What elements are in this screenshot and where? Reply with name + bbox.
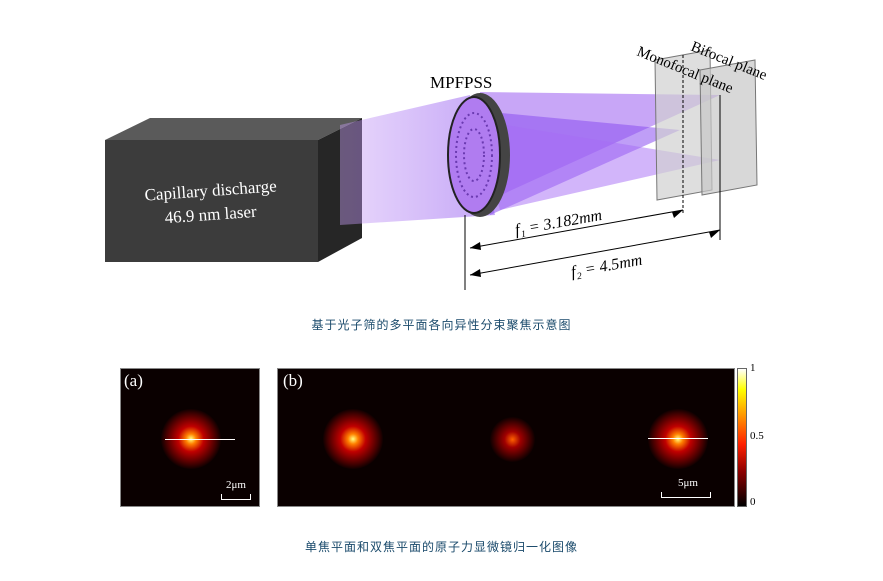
- f2-arrow: [469, 229, 721, 276]
- focal-spot: [648, 409, 708, 469]
- f1-label: f₁ = 3.182mm: [514, 207, 604, 239]
- panel-b-bifocal-image: (b) 5μm: [277, 368, 735, 507]
- photon-sieve-lens: [447, 93, 510, 217]
- scale-bar-b: [661, 492, 711, 498]
- caption-afm-images: 单焦平面和双焦平面的原子力显微镜归一化图像: [304, 540, 578, 554]
- bifocal-plane: [699, 59, 758, 196]
- profile-line: [165, 439, 235, 440]
- profile-line: [648, 438, 708, 439]
- panel-a-label: (a): [124, 371, 143, 390]
- colorbar-tick: 0: [750, 496, 756, 508]
- f2-label: f₂ = 4.5mm: [570, 252, 644, 281]
- panel-b-label: (b): [283, 371, 303, 390]
- panel-a-monofocal-image: (a) 2μm: [120, 368, 260, 507]
- focal-spot: [490, 417, 535, 462]
- caption-schematic: 基于光子筛的多平面各向异性分束聚焦示意图: [311, 318, 572, 332]
- colorbar-tick: 0.5: [750, 430, 764, 442]
- laser-source-box: [105, 118, 362, 262]
- focusing-schematic: Capillary discharge 46.9 nm laser MPFPSS…: [105, 39, 769, 290]
- scale-label-a: 2μm: [226, 479, 246, 491]
- f1-arrow: [469, 209, 684, 249]
- colorbar-tick: 1: [750, 362, 756, 374]
- colorbar: [737, 368, 747, 507]
- element-label: MPFPSS: [430, 73, 492, 92]
- focal-spot: [323, 409, 383, 469]
- scale-bar-a: [221, 494, 251, 500]
- scale-label-b: 5μm: [678, 477, 698, 489]
